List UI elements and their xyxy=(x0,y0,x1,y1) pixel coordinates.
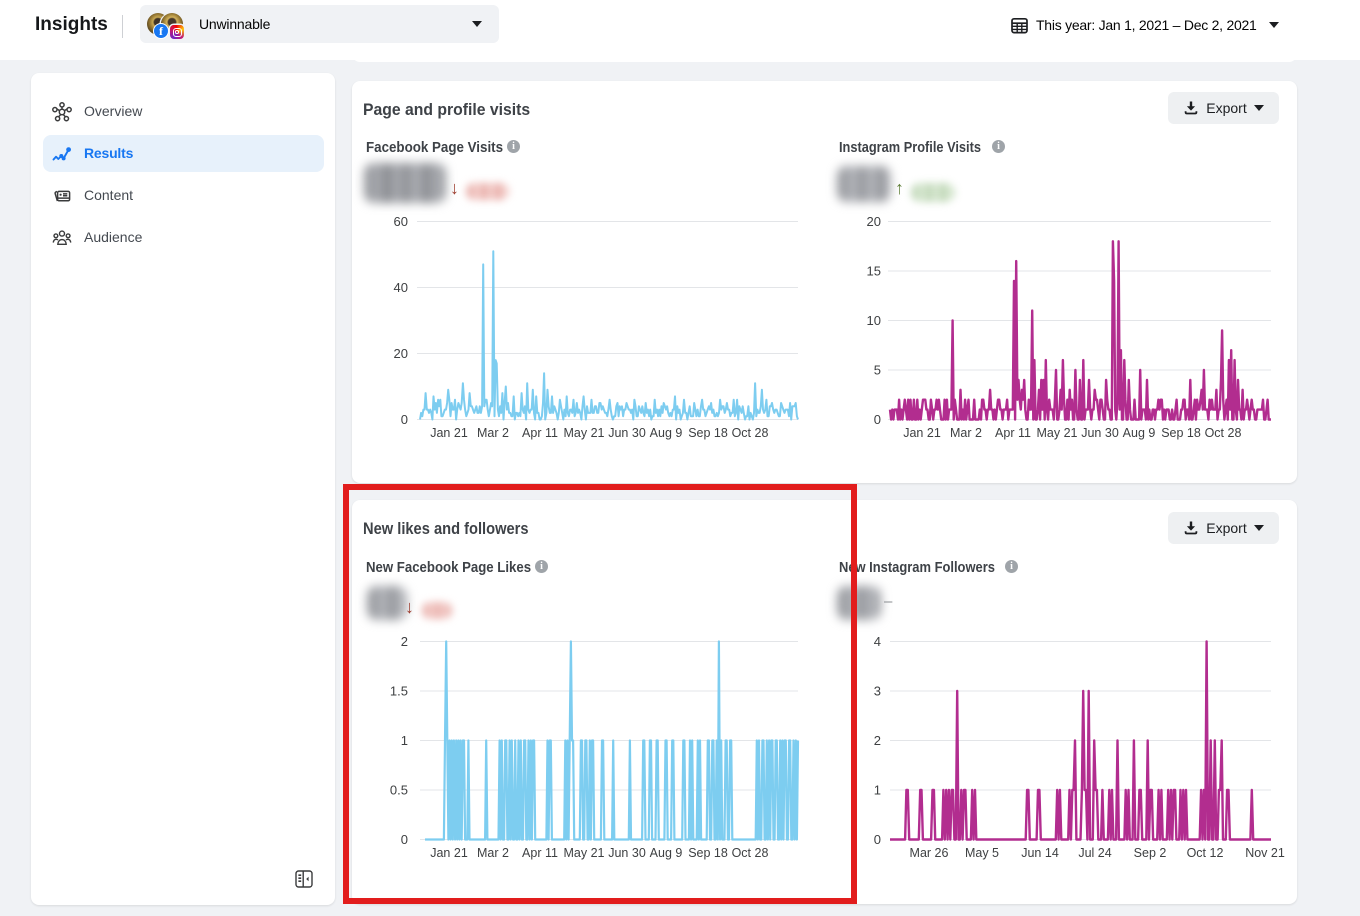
svg-text:Aug 9: Aug 9 xyxy=(650,426,683,440)
svg-text:20: 20 xyxy=(394,346,408,361)
svg-text:1: 1 xyxy=(874,783,881,798)
svg-text:Jun 30: Jun 30 xyxy=(608,846,646,860)
svg-text:Apr 11: Apr 11 xyxy=(995,426,1031,440)
svg-text:Jan 21: Jan 21 xyxy=(430,846,468,860)
svg-text:May 5: May 5 xyxy=(965,846,999,860)
svg-text:Mar 2: Mar 2 xyxy=(950,426,982,440)
svg-text:Aug 9: Aug 9 xyxy=(650,846,683,860)
svg-text:0: 0 xyxy=(874,832,881,847)
svg-text:2: 2 xyxy=(401,634,408,649)
svg-text:0.5: 0.5 xyxy=(390,783,408,798)
svg-text:May 21: May 21 xyxy=(564,846,605,860)
svg-text:Sep 18: Sep 18 xyxy=(688,846,728,860)
svg-text:Jun 30: Jun 30 xyxy=(1081,426,1119,440)
svg-text:Sep 18: Sep 18 xyxy=(1161,426,1201,440)
svg-text:Mar 26: Mar 26 xyxy=(910,846,949,860)
svg-text:1: 1 xyxy=(401,733,408,748)
svg-text:Mar 2: Mar 2 xyxy=(477,846,509,860)
svg-text:15: 15 xyxy=(867,264,881,279)
svg-text:60: 60 xyxy=(394,214,408,229)
svg-text:Apr 11: Apr 11 xyxy=(522,846,558,860)
svg-text:4: 4 xyxy=(874,634,881,649)
svg-text:Oct 28: Oct 28 xyxy=(732,426,769,440)
svg-text:Sep 2: Sep 2 xyxy=(1134,846,1167,860)
svg-text:0: 0 xyxy=(401,832,408,847)
svg-text:Apr 11: Apr 11 xyxy=(522,426,558,440)
svg-text:Sep 18: Sep 18 xyxy=(688,426,728,440)
svg-text:40: 40 xyxy=(394,280,408,295)
svg-text:10: 10 xyxy=(867,313,881,328)
svg-text:May 21: May 21 xyxy=(564,426,605,440)
svg-text:Oct 28: Oct 28 xyxy=(732,846,769,860)
svg-text:Oct 28: Oct 28 xyxy=(1205,426,1242,440)
svg-text:5: 5 xyxy=(874,363,881,378)
svg-text:3: 3 xyxy=(874,684,881,699)
svg-text:Jan 21: Jan 21 xyxy=(903,426,941,440)
svg-text:Mar 2: Mar 2 xyxy=(477,426,509,440)
svg-text:2: 2 xyxy=(874,733,881,748)
svg-text:Oct 12: Oct 12 xyxy=(1187,846,1224,860)
svg-text:0: 0 xyxy=(401,412,408,427)
svg-text:Jul 24: Jul 24 xyxy=(1078,846,1111,860)
svg-text:0: 0 xyxy=(874,412,881,427)
svg-text:Jan 21: Jan 21 xyxy=(430,426,468,440)
svg-text:1.5: 1.5 xyxy=(390,684,408,699)
svg-text:Jun 30: Jun 30 xyxy=(608,426,646,440)
svg-text:May 21: May 21 xyxy=(1037,426,1078,440)
svg-text:Jun 14: Jun 14 xyxy=(1021,846,1059,860)
svg-text:Aug 9: Aug 9 xyxy=(1123,426,1156,440)
svg-text:Nov 21: Nov 21 xyxy=(1245,846,1285,860)
svg-text:20: 20 xyxy=(867,214,881,229)
